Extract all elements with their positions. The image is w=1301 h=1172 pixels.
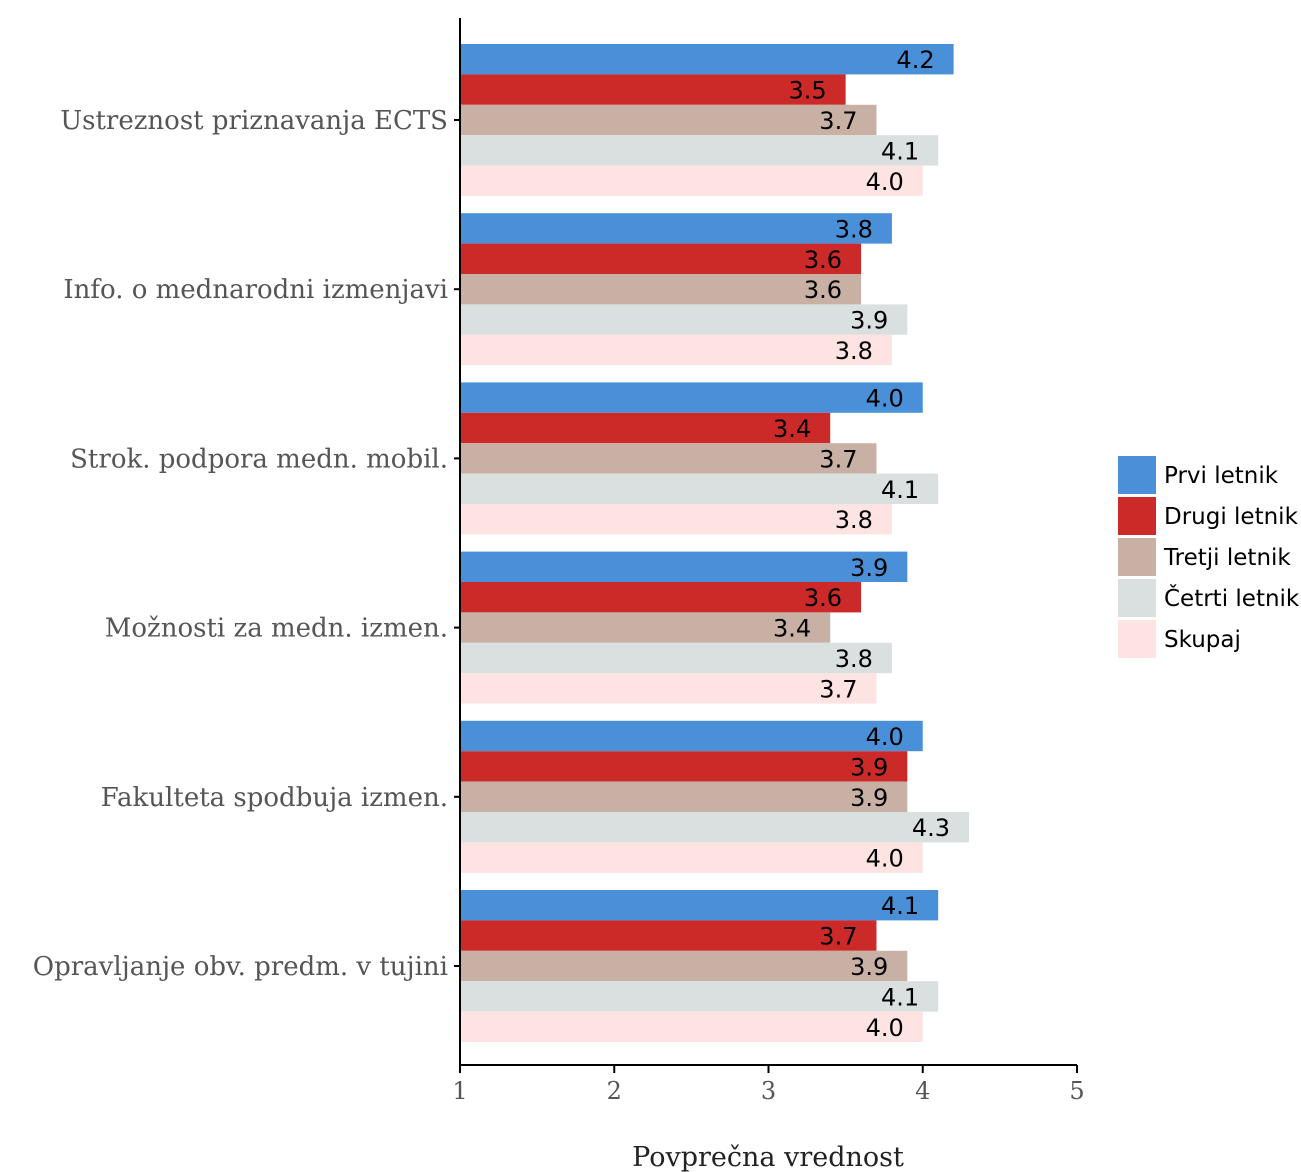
y-tick-label: Opravljanje obv. predm. v tujini — [33, 952, 448, 982]
bar-value-label: 4.0 — [866, 385, 904, 413]
bar — [461, 842, 923, 873]
y-tick-label: Info. o mednarodni izmenjavi — [63, 275, 448, 305]
bar-value-label: 3.4 — [773, 615, 811, 643]
bar — [461, 243, 862, 274]
x-tick-label: 5 — [1069, 1077, 1084, 1105]
bar — [461, 582, 862, 613]
legend-swatch — [1118, 456, 1156, 494]
legend-swatch — [1118, 620, 1156, 658]
bar — [461, 334, 892, 366]
bar — [461, 443, 877, 474]
bar — [461, 165, 923, 196]
bar-value-label: 3.7 — [819, 107, 857, 135]
bars-group — [461, 44, 970, 1042]
legend-swatch — [1118, 538, 1156, 576]
bar — [461, 504, 892, 535]
legend-swatch — [1118, 579, 1156, 617]
x-tick-label: 1 — [452, 1077, 467, 1105]
bar-value-label: 3.9 — [850, 953, 888, 981]
legend-label: Tretji letnik — [1163, 545, 1291, 571]
axes-group: 1 2 3 4 5 — [452, 18, 1085, 1105]
bar — [461, 412, 831, 444]
legend-label: Skupaj — [1164, 627, 1241, 653]
bar — [461, 74, 846, 105]
legend-label: Prvi letnik — [1164, 463, 1279, 489]
bar-value-label: 4.1 — [881, 892, 919, 920]
bar-value-label: 4.0 — [866, 1014, 904, 1042]
bar — [461, 920, 877, 951]
bar — [461, 304, 908, 335]
bar-value-label: 3.9 — [850, 554, 888, 582]
bar-value-label: 3.4 — [773, 415, 811, 443]
bar-value-label: 4.2 — [896, 46, 934, 74]
bar-value-label: 3.6 — [804, 246, 842, 274]
y-tick-label: Ustreznost priznavanja ECTS — [60, 106, 448, 136]
bar-value-label: 4.0 — [866, 168, 904, 196]
bar-value-label: 3.9 — [850, 784, 888, 812]
value-labels-group: 4.23.53.74.14.03.83.63.63.93.84.03.43.74… — [773, 46, 950, 1042]
bar-value-label: 3.8 — [835, 215, 873, 243]
category-labels-group: Ustreznost priznavanja ECTS Info. o medna… — [33, 106, 448, 982]
legend-swatch — [1118, 497, 1156, 535]
bar-value-label: 3.8 — [835, 506, 873, 534]
bar-value-label: 4.0 — [866, 845, 904, 873]
bar — [461, 44, 954, 75]
x-tick-label: 4 — [915, 1077, 930, 1105]
bar — [461, 213, 892, 244]
bar-value-label: 4.0 — [866, 723, 904, 751]
bar-value-label: 3.7 — [819, 445, 857, 473]
x-tick-label: 2 — [607, 1077, 622, 1105]
bar-value-label: 4.1 — [881, 476, 919, 504]
bar — [461, 981, 939, 1012]
bar-value-label: 3.8 — [835, 645, 873, 673]
legend-label: Drugi letnik — [1164, 504, 1299, 530]
y-tick-label: Fakulteta spodbuja izmen. — [101, 783, 448, 813]
bar — [461, 720, 923, 752]
bar-value-label: 4.1 — [881, 983, 919, 1011]
bar — [461, 950, 908, 982]
bar-value-label: 3.7 — [819, 923, 857, 951]
bar-value-label: 3.6 — [804, 276, 842, 304]
legend: Prvi letnik Drugi letnik Tretji letnik Četr… — [1118, 456, 1300, 658]
bar-value-label: 3.7 — [819, 675, 857, 703]
bar-value-label: 3.6 — [804, 584, 842, 612]
bar — [461, 890, 939, 921]
y-tick-label: Strok. podpora medn. mobil. — [70, 444, 448, 474]
y-tick-label: Možnosti za medn. izmen. — [105, 614, 448, 644]
bar-value-label: 4.1 — [881, 137, 919, 165]
bar — [461, 135, 939, 166]
bar-value-label: 3.9 — [850, 753, 888, 781]
bar — [461, 473, 939, 504]
bar-value-label: 4.3 — [912, 814, 950, 842]
bar — [461, 812, 970, 843]
x-axis-title: Povprečna vrednost — [632, 1142, 904, 1172]
bar-value-label: 3.5 — [788, 77, 826, 105]
bar — [461, 642, 892, 674]
bar-value-label: 3.8 — [835, 337, 873, 365]
bar — [461, 781, 908, 812]
x-tick-label: 3 — [761, 1077, 776, 1105]
bar — [461, 673, 877, 704]
bar-value-label: 3.9 — [850, 307, 888, 335]
bar — [461, 551, 908, 582]
bar — [461, 274, 862, 305]
legend-label: Četrti letnik — [1164, 584, 1300, 612]
bar — [461, 382, 923, 413]
bar — [461, 1011, 923, 1042]
bar — [461, 751, 908, 782]
bar — [461, 612, 831, 643]
bar — [461, 104, 877, 136]
